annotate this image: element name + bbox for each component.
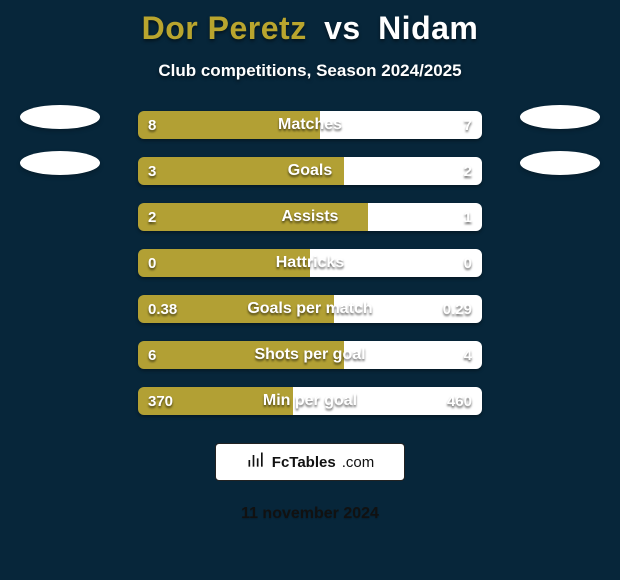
brand-name: FcTables [272,454,336,471]
bar-label: Goals per match [138,295,482,323]
brand-domain: .com [342,454,375,471]
stat-bar: Matches8 7 [138,111,482,139]
stat-bar: Shots per goal6 4 [138,341,482,369]
bar-label: Goals [138,157,482,185]
bar-value-left: 3 [148,157,156,185]
club-badge-left [20,105,100,129]
bar-label: Matches [138,111,482,139]
date-text: 11 november 2024 [0,505,620,523]
stat-bars: Matches87Goals32Assists21Hattricks00Goal… [138,111,482,415]
club-badge-right [520,105,600,129]
stat-bar: Min per goal370 460 [138,387,482,415]
bar-value-right: 2 [464,157,472,185]
comparison-infographic: Dor Peretz vs Nidam Club competitions, S… [0,0,620,580]
bar-label: Shots per goal [138,341,482,369]
bar-value-right: 7 [464,111,472,139]
bar-value-left: 8 [148,111,156,139]
stat-bar: Assists2 1 [138,203,482,231]
page-title: Dor Peretz vs Nidam [0,10,620,47]
bar-label: Assists [138,203,482,231]
bar-label: Hattricks [138,249,482,277]
title-player2: Nidam [378,10,478,46]
bar-label: Min per goal [138,387,482,415]
brand-box: FcTables .com [215,443,405,481]
content-area: Matches87Goals32Assists21Hattricks00Goal… [0,111,620,415]
stat-bar: Goals3 2 [138,157,482,185]
bar-chart-icon [246,450,266,474]
stat-bar: Hattricks0 0 [138,249,482,277]
bar-value-right: 0.29 [443,295,472,323]
title-player1: Dor Peretz [142,10,307,46]
bar-value-left: 370 [148,387,173,415]
club-badges-right [520,105,600,175]
bar-value-left: 0 [148,249,156,277]
stat-bar: Goals per match0.38 0.29 [138,295,482,323]
bar-value-right: 0 [464,249,472,277]
bar-value-right: 460 [447,387,472,415]
club-badge-right [520,151,600,175]
subtitle: Club competitions, Season 2024/2025 [0,61,620,81]
title-vs: vs [324,10,361,46]
bar-value-left: 2 [148,203,156,231]
club-badges-left [20,105,100,175]
bar-value-left: 0.38 [148,295,177,323]
club-badge-left [20,151,100,175]
bar-value-right: 4 [464,341,472,369]
bar-value-right: 1 [464,203,472,231]
bar-value-left: 6 [148,341,156,369]
